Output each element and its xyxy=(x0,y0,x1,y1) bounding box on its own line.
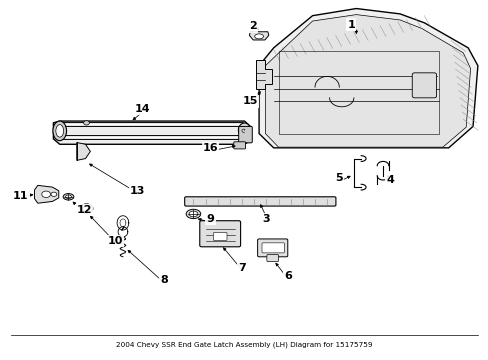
Ellipse shape xyxy=(80,204,93,213)
Ellipse shape xyxy=(56,125,63,137)
Text: 2004 Chevy SSR End Gate Latch Assembly (LH) Diagram for 15175759: 2004 Chevy SSR End Gate Latch Assembly (… xyxy=(116,341,372,347)
Ellipse shape xyxy=(189,211,198,217)
Text: 6: 6 xyxy=(284,271,292,282)
Circle shape xyxy=(83,121,89,125)
Polygon shape xyxy=(259,9,477,148)
FancyBboxPatch shape xyxy=(184,197,335,206)
Text: 10: 10 xyxy=(108,236,123,246)
Text: 15: 15 xyxy=(242,96,258,107)
Text: 7: 7 xyxy=(238,262,245,273)
Ellipse shape xyxy=(63,194,74,200)
Ellipse shape xyxy=(53,121,66,141)
Text: 9: 9 xyxy=(206,214,214,224)
FancyBboxPatch shape xyxy=(238,126,252,143)
Polygon shape xyxy=(77,143,90,160)
Polygon shape xyxy=(265,15,469,147)
Ellipse shape xyxy=(186,209,201,219)
Text: 14: 14 xyxy=(134,104,150,113)
Text: 11: 11 xyxy=(13,191,28,201)
Ellipse shape xyxy=(254,34,263,39)
Text: 16: 16 xyxy=(202,143,218,153)
Text: 1: 1 xyxy=(347,19,355,30)
Polygon shape xyxy=(53,121,250,144)
Circle shape xyxy=(41,191,50,198)
Text: 3: 3 xyxy=(262,214,270,224)
Text: 8: 8 xyxy=(160,275,168,285)
Ellipse shape xyxy=(238,123,250,137)
Polygon shape xyxy=(249,32,268,40)
FancyBboxPatch shape xyxy=(266,255,278,261)
FancyBboxPatch shape xyxy=(213,233,226,240)
Ellipse shape xyxy=(65,195,71,199)
FancyBboxPatch shape xyxy=(411,73,436,98)
Polygon shape xyxy=(255,60,271,89)
Text: 5: 5 xyxy=(335,173,343,183)
FancyBboxPatch shape xyxy=(200,221,240,247)
FancyBboxPatch shape xyxy=(262,243,284,253)
Text: 12: 12 xyxy=(76,205,92,215)
Ellipse shape xyxy=(82,206,90,211)
Text: 4: 4 xyxy=(386,175,393,185)
FancyBboxPatch shape xyxy=(257,239,287,257)
Circle shape xyxy=(51,192,57,197)
FancyBboxPatch shape xyxy=(233,142,245,149)
Text: 2: 2 xyxy=(249,21,257,31)
Text: 13: 13 xyxy=(130,186,145,196)
Polygon shape xyxy=(34,185,59,203)
